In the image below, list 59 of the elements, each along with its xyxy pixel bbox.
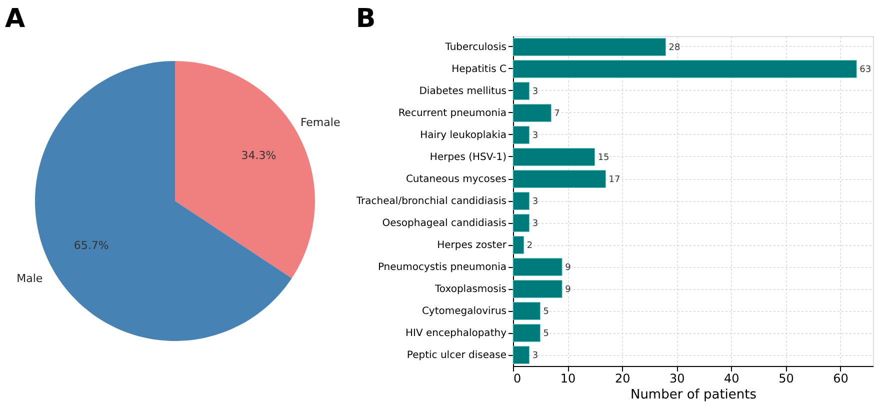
data-label: 9 — [565, 263, 572, 273]
y-tick-label: Hepatitis C — [452, 64, 507, 75]
bar — [512, 104, 552, 122]
bar — [512, 236, 524, 254]
data-label: 65.7% — [74, 238, 109, 252]
y-tick-label: Herpes zoster — [437, 240, 508, 251]
y-tick-label: Tuberculosis — [444, 42, 506, 53]
data-label: 7 — [554, 109, 560, 119]
y-tick-label: Pneumocystis pneumonia — [378, 262, 506, 273]
data-label: 3 — [532, 87, 538, 97]
x-tick-label: 50 — [778, 372, 794, 386]
x-tick-label: 40 — [724, 372, 740, 386]
y-tick-label: Peptic ulcer disease — [406, 350, 506, 361]
y-tick-label: Diabetes mellitus — [419, 86, 506, 97]
y-tick-label: Cytomegalovirus — [422, 306, 506, 317]
bar — [512, 60, 857, 78]
y-tick-label: HIV encephalopathy — [406, 328, 507, 339]
x-tick-label: 10 — [560, 372, 576, 386]
bar — [512, 214, 530, 232]
y-tick-label: Recurrent pneumonia — [398, 108, 506, 119]
bar — [512, 170, 606, 188]
y-tick-label: Toxoplasmosis — [434, 284, 506, 295]
y-tick-label: Hairy leukoplakia — [420, 130, 506, 141]
x-tick-label: 60 — [833, 372, 848, 386]
y-tick-label: Cutaneous mycoses — [406, 174, 506, 185]
y-tick-label: Oesophageal candidiasis — [382, 218, 506, 229]
bar — [512, 192, 530, 210]
bar — [512, 82, 530, 100]
slice-label: Female — [300, 116, 340, 129]
data-label: 5 — [543, 307, 550, 317]
x-tick-label: 20 — [614, 372, 630, 386]
data-label: 63 — [860, 65, 872, 75]
data-label: 34.3% — [241, 149, 276, 162]
data-label: 3 — [532, 131, 538, 141]
bar — [512, 324, 541, 342]
data-label: 17 — [608, 175, 620, 185]
data-label: 3 — [532, 351, 538, 361]
bar — [512, 258, 562, 276]
slice-label: Male — [16, 272, 43, 286]
y-tick-label: Herpes (HSV-1) — [430, 152, 507, 163]
data-label: 15 — [598, 153, 610, 163]
data-label: 3 — [532, 197, 538, 207]
bar — [512, 302, 541, 320]
chart-title: B — [356, 4, 376, 34]
bar — [512, 346, 530, 364]
data-label: 28 — [668, 43, 680, 53]
data-label: 5 — [543, 329, 550, 339]
data-label: 9 — [565, 285, 572, 295]
bar — [512, 148, 596, 166]
data-label: 3 — [532, 219, 538, 229]
bar — [512, 280, 562, 298]
bar — [512, 126, 530, 144]
x-tick-label: 30 — [669, 372, 685, 386]
x-axis-title: Number of patients — [630, 388, 757, 402]
bar — [512, 38, 666, 56]
x-tick-label: 0 — [514, 372, 522, 386]
chart-title: A — [5, 4, 26, 34]
y-tick-label: Tracheal/bronchial candidiasis — [355, 196, 506, 207]
data-label: 2 — [526, 241, 533, 251]
